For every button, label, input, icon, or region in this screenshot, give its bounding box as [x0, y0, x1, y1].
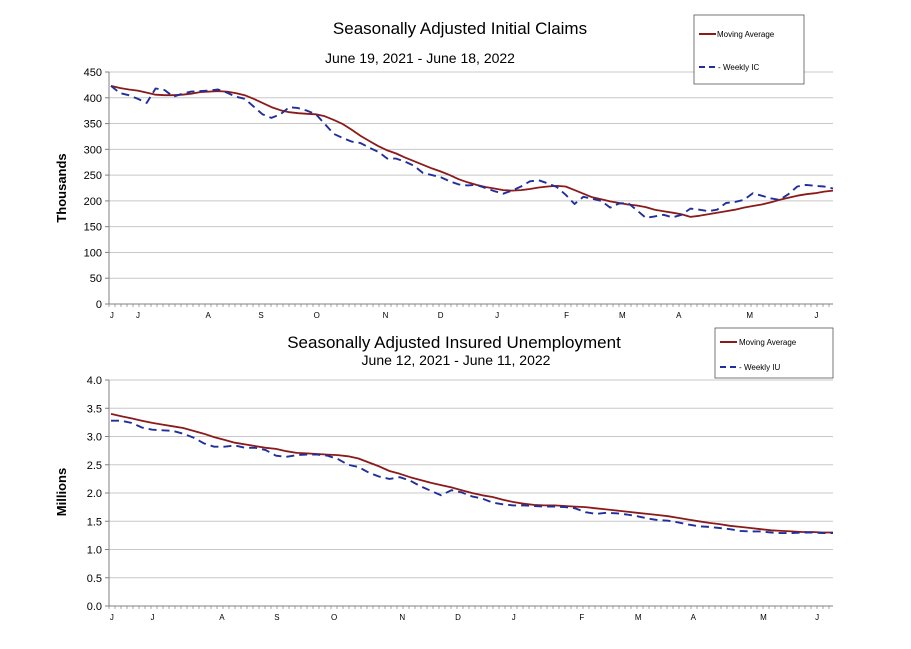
x-tick-label: A [206, 311, 212, 320]
x-tick-label: A [691, 613, 697, 622]
legend-label-weekly-iu: Weekly IU [744, 363, 781, 372]
x-tick-label: S [258, 311, 263, 320]
y-tick-label: 2.0 [87, 488, 102, 500]
y-tick-label: 3.5 [87, 403, 102, 415]
x-tick-label: M [619, 311, 626, 320]
y-tick-label: 0.0 [87, 601, 102, 613]
y-tick-label: 400 [84, 93, 102, 105]
y-tick-label: 350 [84, 119, 102, 131]
x-tick-label: S [274, 613, 279, 622]
legend-dash-weekly-ic: - [718, 63, 721, 72]
x-tick-label: J [814, 311, 818, 320]
x-tick-label: A [219, 613, 225, 622]
initial-claims-legend: Moving Average - Weekly IC [693, 14, 805, 85]
initial-claims-chart: Seasonally Adjusted Initial Claims June … [54, 14, 834, 320]
y-tick-label: 450 [84, 67, 102, 79]
x-tick-label: D [438, 311, 444, 320]
x-tick-label: O [331, 613, 337, 622]
legend-label-weekly-ic: Weekly IC [723, 63, 760, 72]
x-tick-label: N [383, 311, 389, 320]
legend-label-moving-average: Moving Average [717, 30, 775, 39]
x-tick-label: N [399, 613, 405, 622]
x-tick-label: J [150, 613, 154, 622]
legend-box [714, 327, 834, 379]
insured-unemployment-subtitle: June 12, 2021 - June 11, 2022 [362, 352, 551, 368]
legend-dash-weekly-iu: - [739, 363, 742, 372]
x-tick-label: D [455, 613, 461, 622]
series-line-weekly [110, 85, 834, 219]
insured-unemployment-plot: 0.0 0.5 1.0 1.5 2.0 2.5 3.0 3.5 4.0 J J A S O N D J F M A M J [87, 375, 833, 622]
y-tick-label: 0.5 [87, 573, 102, 585]
insured-unemployment-chart: Seasonally Adjusted Insured Unemployment… [54, 327, 834, 622]
x-tick-label: J [512, 613, 516, 622]
y-tick-label: 4.0 [87, 375, 102, 387]
insured-unemployment-title: Seasonally Adjusted Insured Unemployment [287, 333, 621, 352]
y-tick-label: 2.5 [87, 460, 102, 472]
x-tick-label: F [579, 613, 584, 622]
series-line-moving-average [110, 413, 833, 534]
initial-claims-title: Seasonally Adjusted Initial Claims [333, 19, 587, 38]
initial-claims-subtitle: June 19, 2021 - June 18, 2022 [325, 50, 515, 66]
x-tick-label: J [815, 613, 819, 622]
x-tick-label: A [676, 311, 682, 320]
legend-label-moving-average: Moving Average [739, 338, 797, 347]
x-tick-label: M [760, 613, 767, 622]
x-tick-label: J [110, 613, 114, 622]
series-line-moving-average [110, 85, 834, 218]
x-tick-label: M [635, 613, 642, 622]
series-line-weekly [111, 419, 833, 535]
x-tick-label: J [495, 311, 499, 320]
y-tick-label: 300 [84, 144, 102, 156]
y-tick-label: 0 [96, 299, 102, 311]
y-tick-label: 3.0 [87, 432, 102, 444]
x-tick-label: F [564, 311, 569, 320]
x-tick-label: O [314, 311, 320, 320]
y-tick-label: 250 [84, 170, 102, 182]
y-tick-label: 150 [84, 222, 102, 234]
y-tick-label: 1.0 [87, 545, 102, 557]
legend-box [693, 14, 805, 85]
x-tick-label: J [136, 311, 140, 320]
y-tick-label: 100 [84, 247, 102, 259]
insured-unemployment-ylabel: Millions [54, 468, 69, 516]
y-tick-label: 1.5 [87, 516, 102, 528]
initial-claims-ylabel: Thousands [54, 153, 69, 222]
insured-unemployment-legend: Moving Average - Weekly IU [714, 327, 834, 379]
x-tick-label: J [110, 311, 114, 320]
y-tick-label: 50 [90, 273, 102, 285]
y-tick-label: 200 [84, 196, 102, 208]
x-tick-label: M [746, 311, 753, 320]
initial-claims-plot: 0 50 100 150 200 250 300 350 400 450 J J A S O N D J F M A M J [84, 67, 834, 320]
